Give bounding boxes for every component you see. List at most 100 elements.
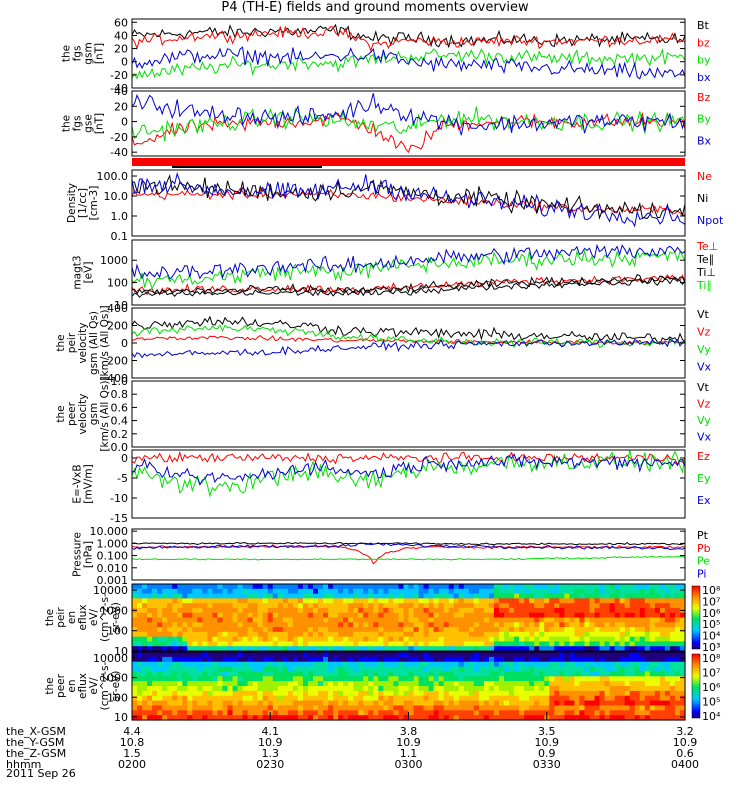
spectrogram-cell <box>328 676 334 682</box>
spectrogram-cell <box>619 681 626 687</box>
spectrogram-cell <box>604 598 611 604</box>
spectrogram-cell <box>629 617 636 623</box>
spectrogram-cell <box>378 695 384 702</box>
spectrogram-cell <box>559 636 565 643</box>
spectrogram-cell <box>383 666 389 673</box>
spectrogram-cell <box>504 686 510 692</box>
spectrogram-cell <box>423 598 430 604</box>
spectrogram-cell <box>594 603 601 609</box>
spectrogram-cell <box>493 617 500 623</box>
y-tick-label: 20 <box>114 100 128 113</box>
spectrogram-cell <box>423 676 430 682</box>
spectrogram-cell <box>403 584 410 590</box>
spectrogram-cell <box>458 588 465 595</box>
axis-row-value: 0.9 <box>538 747 556 760</box>
spectrogram-cell <box>524 710 530 716</box>
spectrogram-cell <box>177 641 183 647</box>
spectrogram-cell <box>519 710 525 716</box>
spectrogram-cell <box>514 593 520 599</box>
spectrogram-cell <box>478 627 485 633</box>
spectrogram-cell <box>438 627 445 633</box>
spectrogram-cell <box>187 631 193 638</box>
spectrogram-cell <box>584 666 591 673</box>
spectrogram-cell <box>478 607 485 614</box>
spectrogram-cell <box>393 607 400 614</box>
legend-fgs_gse-1: By <box>697 113 712 126</box>
spectrogram-cell <box>408 656 415 663</box>
spectrogram-cell <box>664 710 671 716</box>
spectrogram-cell <box>167 622 173 628</box>
spectrogram-cell <box>539 661 545 668</box>
spectrogram-cell <box>252 686 259 692</box>
spectrogram-cell <box>569 641 575 647</box>
spectrogram-cell <box>639 710 646 716</box>
spectrogram-cell <box>222 612 229 619</box>
spectrogram-cell <box>669 695 676 702</box>
spectrogram-cell <box>554 607 560 614</box>
spectrogram-cell <box>237 681 244 687</box>
spectrogram-cell <box>353 593 359 599</box>
spectrogram-cell <box>227 612 234 619</box>
spectrogram-cell <box>473 584 480 590</box>
spectrogram-cell <box>473 656 480 663</box>
spectrogram-cell <box>378 715 384 721</box>
spectrogram-cell <box>654 690 661 697</box>
spectrogram-cell <box>634 705 641 711</box>
spectrogram-cell <box>524 666 530 673</box>
spectrogram-cell <box>644 715 651 721</box>
spectrogram-cell <box>418 627 425 633</box>
spectrogram-cell <box>222 627 229 633</box>
spectrogram-cell <box>579 656 586 663</box>
spectrogram-cell <box>403 715 410 721</box>
spectrogram-cell <box>509 715 515 721</box>
spectrogram-cell <box>333 631 339 638</box>
spectrogram-cell <box>604 666 611 673</box>
spectrogram-cell <box>413 603 420 609</box>
spectrogram-cell <box>247 676 254 682</box>
spectrogram-cell <box>614 661 621 668</box>
spectrogram-cell <box>257 686 264 692</box>
spectrogram-cell <box>323 652 329 658</box>
spectrogram-cell <box>368 661 374 668</box>
spectrogram-cell <box>292 593 299 599</box>
spectrogram-cell <box>307 715 314 721</box>
spectrogram-cell <box>277 584 284 590</box>
colorbar-tick: 10⁷ <box>702 667 720 680</box>
spectrogram-cell <box>674 666 681 673</box>
spectrogram-cell <box>202 617 209 623</box>
spectrogram-cell <box>509 705 515 711</box>
legend-fgs_gsm-3: bx <box>697 71 711 84</box>
spectrogram-cell <box>614 710 621 716</box>
spectrogram-cell <box>318 686 324 692</box>
spectrogram-cell <box>498 666 505 673</box>
spectrogram-cell <box>302 636 309 643</box>
spectrogram-cell <box>569 700 575 707</box>
spectrogram-cell <box>328 588 334 595</box>
spectrogram-cell <box>589 598 596 604</box>
spectrogram-cell <box>524 652 530 658</box>
spectrogram-cell <box>433 661 440 668</box>
spectrogram-cell <box>282 636 289 643</box>
spectrogram-cell <box>438 681 445 687</box>
spectrogram-cell <box>318 666 324 673</box>
spectrogram-cell <box>534 705 540 711</box>
spectrogram-cell <box>132 584 138 590</box>
spectrogram-cell <box>353 622 359 628</box>
spectrogram-cell <box>539 593 545 599</box>
spectrogram-cell <box>423 700 430 707</box>
date-label: 2011 Sep 26 <box>6 767 76 780</box>
spectrogram-cell <box>348 652 354 658</box>
spectrogram-cell <box>448 622 455 628</box>
spectrogram-cell <box>519 715 525 721</box>
spectrogram-cell <box>539 603 545 609</box>
spectrogram-cell <box>373 598 379 604</box>
spectrogram-cell <box>589 607 596 614</box>
spectrogram-cell <box>353 656 359 663</box>
spectrogram-cell <box>619 671 626 677</box>
spectrogram-cell <box>162 695 168 702</box>
series-line-fgs_gse-2 <box>131 93 686 136</box>
spectrogram-cell <box>478 666 485 673</box>
spectrogram-cell <box>569 627 575 633</box>
spectrogram-cell <box>312 622 319 628</box>
spectrogram-cell <box>609 598 616 604</box>
